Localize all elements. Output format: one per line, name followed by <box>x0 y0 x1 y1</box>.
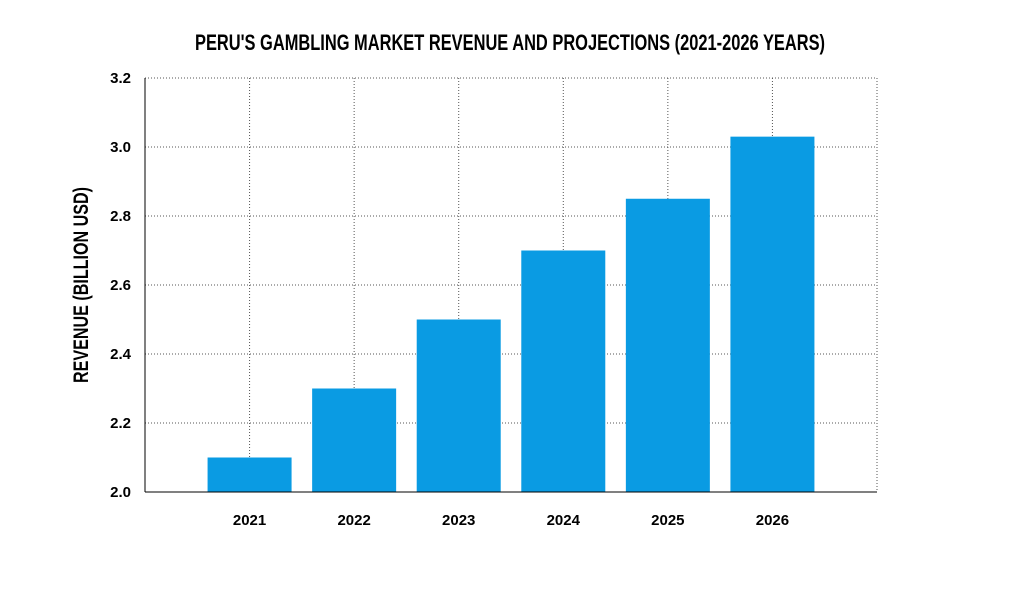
y-tick-label: 2.4 <box>110 346 132 363</box>
x-tick-label: 2021 <box>233 512 266 529</box>
y-tick-label: 2.6 <box>110 277 131 294</box>
y-tick-labels: 2.0 2.2 2.4 2.6 2.8 3.0 3.2 <box>110 70 132 501</box>
y-tick-label: 3.0 <box>110 139 131 156</box>
bar-2022 <box>312 388 397 492</box>
y-tick-label: 3.2 <box>110 70 131 87</box>
x-tick-labels: 2021 2022 2023 2024 2025 2026 <box>233 512 789 529</box>
bar-2025 <box>625 198 710 492</box>
x-tick-label: 2022 <box>337 512 370 529</box>
y-tick-label: 2.8 <box>110 208 131 225</box>
bar-2021 <box>207 457 292 492</box>
chart-title: PERU'S GAMBLING MARKET REVENUE AND PROJE… <box>195 30 825 55</box>
y-tick-label: 2.0 <box>110 484 131 501</box>
x-tick-label: 2025 <box>651 512 684 529</box>
axes <box>144 78 877 493</box>
bar-2023 <box>416 319 501 492</box>
bar-2024 <box>521 250 606 492</box>
x-tick-label: 2023 <box>442 512 475 529</box>
y-axis-label: REVENUE (BILLION USD) <box>70 187 93 383</box>
bars <box>207 136 815 492</box>
y-tick-label: 2.2 <box>110 415 131 432</box>
x-tick-label: 2026 <box>756 512 789 529</box>
bar-2026 <box>730 136 815 492</box>
x-tick-label: 2024 <box>547 512 581 529</box>
